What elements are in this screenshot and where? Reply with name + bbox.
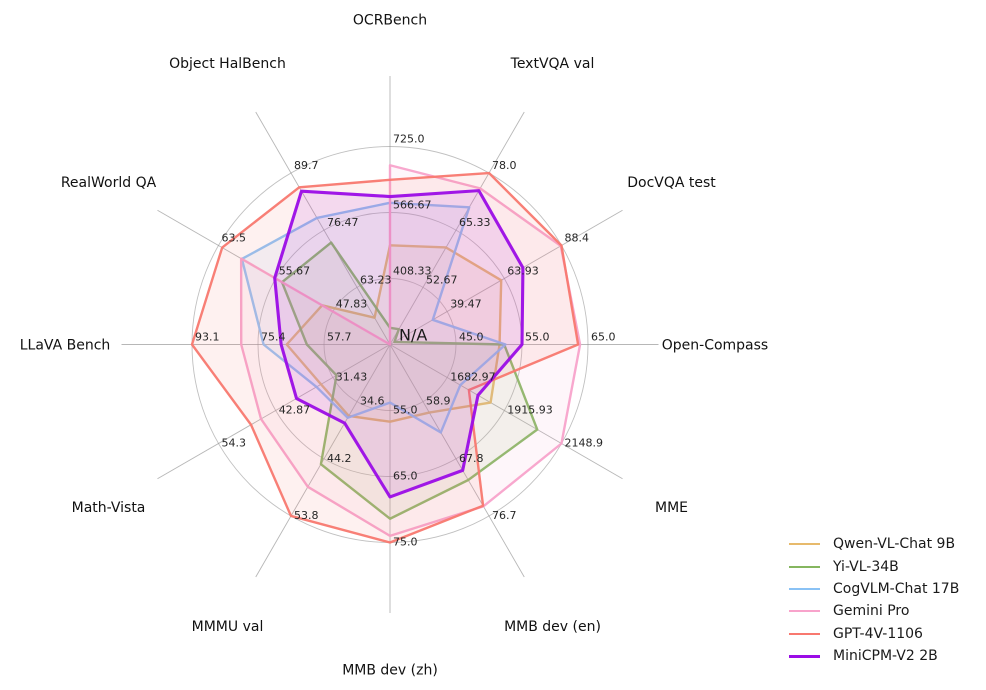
tick-label: 2148.9 xyxy=(565,437,604,450)
axis-spoke-5 xyxy=(389,344,525,578)
axis-spoke-1 xyxy=(389,111,525,345)
tick-label: 89.7 xyxy=(294,159,319,172)
tick-label: 67.8 xyxy=(459,452,484,465)
axis-label-mmmu-val: MMMU val xyxy=(192,619,264,635)
legend-item: Qwen-VL-Chat 9B xyxy=(789,533,959,555)
tick-label: 725.0 xyxy=(393,133,425,146)
axis-label-mmb-dev-en-: MMB dev (en) xyxy=(504,619,601,635)
legend-swatch xyxy=(789,587,820,590)
axis-spoke-2 xyxy=(389,209,623,345)
axis-label-open-compass: Open-Compass xyxy=(662,338,768,354)
legend-swatch xyxy=(789,543,820,546)
tick-label: 75.4 xyxy=(261,331,286,344)
axis-label-mme: MME xyxy=(655,500,688,516)
tick-label: 93.1 xyxy=(195,331,220,344)
series-polygon-gpt-4v-1106 xyxy=(190,171,580,544)
axis-label-textvqa-val: TextVQA val xyxy=(510,56,595,72)
legend-swatch xyxy=(789,610,820,613)
tick-label: 58.9 xyxy=(426,395,451,408)
tick-label: 88.4 xyxy=(565,232,590,245)
legend-item: MiniCPM-V2 2B xyxy=(789,645,959,667)
tick-label: 75.0 xyxy=(393,536,418,549)
axis-label-llava-bench: LLaVA Bench xyxy=(20,338,111,354)
axis-label-mmb-dev-zh-: MMB dev (zh) xyxy=(342,663,438,679)
legend-label: Qwen-VL-Chat 9B xyxy=(833,536,956,553)
legend-item: CogVLM-Chat 17B xyxy=(789,578,959,600)
tick-label: 1682.97 xyxy=(450,371,496,384)
tick-label: 54.3 xyxy=(222,437,247,450)
tick-label: 65.33 xyxy=(459,216,491,229)
axis-label-ocrbench: OCRBench xyxy=(353,13,427,29)
legend-label: MiniCPM-V2 2B xyxy=(833,648,938,665)
legend-label: GPT-4V-1106 xyxy=(833,625,923,642)
tick-label: 34.6 xyxy=(360,395,385,408)
tick-label: 45.0 xyxy=(459,331,484,344)
tick-label: 52.67 xyxy=(426,273,458,286)
axis-label-object-halbench: Object HalBench xyxy=(169,56,286,72)
tick-label: 78.0 xyxy=(492,159,517,172)
tick-label: 55.67 xyxy=(279,265,311,278)
tick-label: 31.43 xyxy=(336,371,368,384)
tick-label: 63.5 xyxy=(222,232,247,245)
tick-label: 44.2 xyxy=(327,452,352,465)
axis-label-realworld-qa: RealWorld QA xyxy=(61,175,157,191)
legend-swatch xyxy=(789,632,820,635)
tick-label: 76.7 xyxy=(492,509,517,522)
tick-label: 57.7 xyxy=(327,331,352,344)
tick-label: 65.0 xyxy=(591,331,616,344)
tick-label: 55.0 xyxy=(525,331,550,344)
tick-label: 65.0 xyxy=(393,470,418,483)
tick-label: 408.33 xyxy=(393,265,432,278)
axis-label-docvqa-test: DocVQA test xyxy=(627,175,716,191)
tick-label: 47.83 xyxy=(336,298,368,311)
legend-label: Yi-VL-34B xyxy=(833,558,899,575)
axis-spoke-11 xyxy=(255,111,391,345)
series-polygon-minicpm-v2-2b xyxy=(273,189,525,499)
tick-label: 63.93 xyxy=(507,265,539,278)
legend-label: CogVLM-Chat 17B xyxy=(833,580,960,597)
tick-label: 1915.93 xyxy=(507,404,553,417)
tick-label: 55.0 xyxy=(393,404,418,417)
tick-label: 63.23 xyxy=(360,273,392,286)
legend-item: Gemini Pro xyxy=(789,600,959,622)
legend-label: Gemini Pro xyxy=(833,603,910,620)
legend-swatch xyxy=(789,654,820,658)
legend-item: GPT-4V-1106 xyxy=(789,623,959,645)
tick-label: 39.47 xyxy=(450,298,482,311)
tick-label: 566.67 xyxy=(393,199,432,212)
axis-spoke-7 xyxy=(255,344,391,578)
legend-item: Yi-VL-34B xyxy=(789,555,959,577)
axis-spoke-4 xyxy=(389,344,623,480)
tick-label: 76.47 xyxy=(327,216,359,229)
axis-spoke-8 xyxy=(157,344,391,480)
legend: Qwen-VL-Chat 9B Yi-VL-34B CogVLM-Chat 17B G… xyxy=(789,533,959,667)
tick-label: 53.8 xyxy=(294,509,319,522)
legend-swatch xyxy=(789,565,820,568)
tick-label: 42.87 xyxy=(279,404,311,417)
center-na-label: N/A xyxy=(399,326,427,345)
axis-label-math-vista: Math-Vista xyxy=(72,500,146,516)
